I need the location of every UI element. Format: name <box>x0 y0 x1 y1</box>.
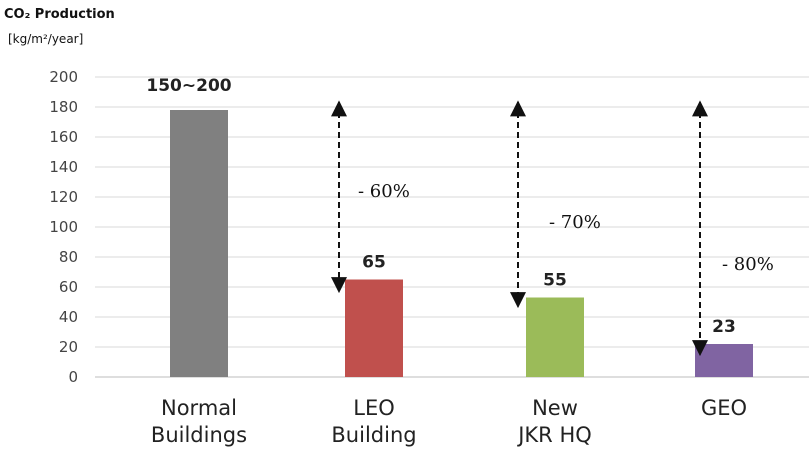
category-label: GEO <box>701 396 747 420</box>
bar-1 <box>345 279 403 377</box>
category-label: JKR HQ <box>516 423 592 447</box>
reduction-label: - 60% <box>358 181 410 202</box>
value-label: 55 <box>543 271 567 291</box>
category-label: Normal <box>161 396 237 420</box>
value-labels: 150~200 65 55 23 <box>146 76 735 337</box>
bar-3 <box>695 344 753 377</box>
reduction-label: - 80% <box>722 254 774 275</box>
bars <box>170 110 753 377</box>
y-tick-label: 0 <box>68 368 78 386</box>
y-tick-label: 200 <box>49 68 78 86</box>
category-label: New <box>532 396 578 420</box>
category-labels: Normal Buildings LEO Building New JKR HQ GEO <box>151 396 747 447</box>
value-label: 65 <box>362 253 386 273</box>
value-label: 150~200 <box>146 76 231 96</box>
y-axis: 0 20 40 60 80 100 120 140 160 180 200 <box>49 68 78 386</box>
y-tick-label: 40 <box>59 308 78 326</box>
chart-unit: [kg/m²/year] <box>8 32 83 46</box>
y-tick-label: 60 <box>59 278 78 296</box>
y-tick-label: 80 <box>59 248 78 266</box>
category-label: Buildings <box>151 423 247 447</box>
y-tick-label: 160 <box>49 128 78 146</box>
bar-2 <box>526 297 584 377</box>
category-label: LEO <box>353 396 395 420</box>
y-tick-label: 20 <box>59 338 78 356</box>
y-tick-label: 180 <box>49 98 78 116</box>
bar-0 <box>170 110 228 377</box>
reduction-label: - 70% <box>549 212 601 233</box>
category-label: Building <box>331 423 416 447</box>
value-label: 23 <box>712 317 736 337</box>
reduction-annotations: - 60% - 70% - 80% <box>331 100 774 357</box>
y-tick-label: 100 <box>49 218 78 236</box>
y-tick-label: 120 <box>49 188 78 206</box>
y-tick-label: 140 <box>49 158 78 176</box>
chart-title: CO₂ Production <box>4 7 115 22</box>
